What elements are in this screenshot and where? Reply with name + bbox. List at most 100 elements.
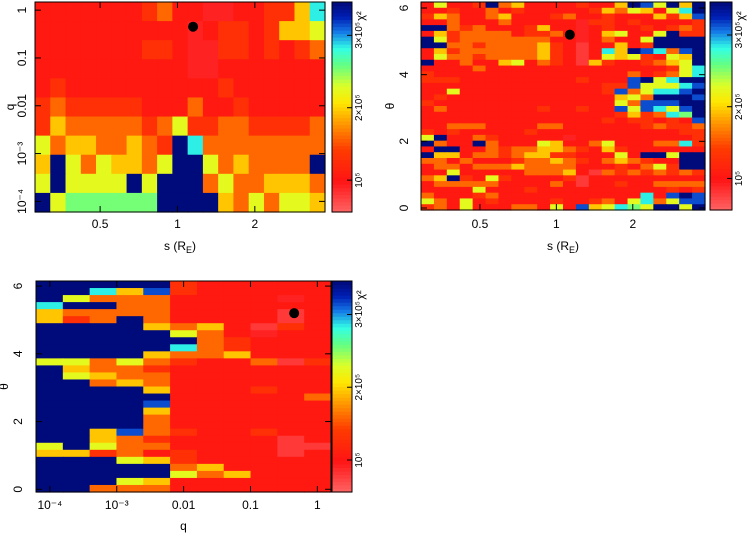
heatmap-cell [627,7,642,15]
heatmap-cell [640,123,654,130]
heatmap-cell [511,13,525,20]
heatmap-cell [250,477,278,486]
heatmap-cell [446,111,461,119]
heatmap-cell [36,463,64,472]
colorbar-tick-label: 2×10⁵ [354,94,365,121]
heatmap-cell [170,358,198,366]
heatmap-cell [653,65,667,72]
heatmap-cell [524,13,538,20]
heatmap-cell [666,123,680,130]
heatmap-cell [36,295,64,303]
heatmap-cell [36,344,64,352]
colorbar-frame [709,1,733,211]
heatmap-cell [666,192,680,200]
heatmap-cell [601,77,616,84]
heatmap-cell [223,484,252,493]
heatmap-cell [472,146,487,153]
heatmap-cell [640,100,654,107]
colorbar-segment [710,154,732,159]
heatmap-cell [575,175,590,182]
heatmap-cell [459,129,474,136]
heatmap-cell [524,111,538,119]
heatmap-cell [679,134,693,142]
heatmap-cell [277,456,305,465]
heatmap-cell [614,88,629,96]
heatmap-cell [65,40,82,60]
heatmap-cell [421,25,435,32]
heatmap-cell [666,158,680,165]
heatmap-cell [498,204,512,211]
heatmap-cell [640,169,654,176]
heatmap-cell [524,140,538,148]
heatmap-cell [202,97,219,118]
heatmap-cell [446,25,461,32]
heatmap-cell [563,94,577,101]
heatmap-cell [80,59,97,79]
colorbar-segment [710,40,732,45]
heatmap-cell [248,97,265,118]
heatmap-cell [446,186,461,194]
heatmap-cell [446,117,461,124]
heatmap-cell [304,281,332,289]
heatmap-cell [50,154,67,175]
heatmap-cell [524,42,538,49]
heatmap-cell [614,65,629,72]
colorbar-segment [332,180,352,185]
heatmap-cell [304,400,332,409]
heatmap-cell [692,152,706,159]
heatmap-cell [62,302,91,310]
heatmap-cell [666,25,680,32]
heatmap-cell [143,407,171,416]
heatmap-cell [640,163,654,171]
heatmap-cell [679,54,693,61]
heatmap-cell [601,48,616,55]
heatmap-cell [666,140,680,148]
heatmap-cell [472,54,487,61]
heatmap-cell [614,59,629,67]
heatmap-cell [304,365,332,374]
heatmap-cell [277,435,305,444]
heatmap-cell [524,36,538,44]
heatmap-cell [294,21,311,41]
heatmap-cell [446,181,461,188]
heatmap-cell [498,111,512,119]
heatmap-cell [472,123,487,130]
heatmap-cell [601,42,616,49]
heatmap-cell [537,7,551,15]
heatmap-cell [294,173,311,194]
heatmap-cell [550,19,564,26]
y-axis-label: θ [383,102,397,109]
y-tick-label: 4 [397,71,411,78]
heatmap-cell [62,316,91,324]
colorbar-segment [332,51,352,56]
heatmap-cell [233,2,250,22]
heatmap-cell [666,30,680,38]
heatmap-cell [170,351,198,359]
colorbar-segment [332,135,352,140]
colorbar-tick-label: 2×10⁵ [354,374,365,401]
heatmap-cell [485,48,500,55]
heatmap-cell [472,117,487,124]
heatmap-cell [421,146,435,153]
heatmap-cell [157,78,173,99]
heatmap-cell [143,456,171,465]
heatmap-cell [172,2,189,22]
heatmap-cell [472,36,487,44]
heatmap-cell [116,295,144,303]
heatmap-cell [157,154,173,175]
heatmap-cell [116,330,144,338]
heatmap-cell [563,88,577,96]
heatmap-cell [550,106,564,113]
heatmap-cell [218,2,235,22]
heatmap-cell [111,97,128,118]
heatmap-cell [170,435,198,444]
heatmap-cell [524,192,538,200]
heatmap-cell [250,414,278,423]
heatmap-cell [62,295,91,303]
heatmap-cell [116,393,144,402]
heatmap-cell [196,281,225,289]
heatmap-cell [141,2,158,22]
heatmap-cell [170,288,198,296]
heatmap-cell [187,192,204,213]
heatmap-cell [223,295,252,303]
